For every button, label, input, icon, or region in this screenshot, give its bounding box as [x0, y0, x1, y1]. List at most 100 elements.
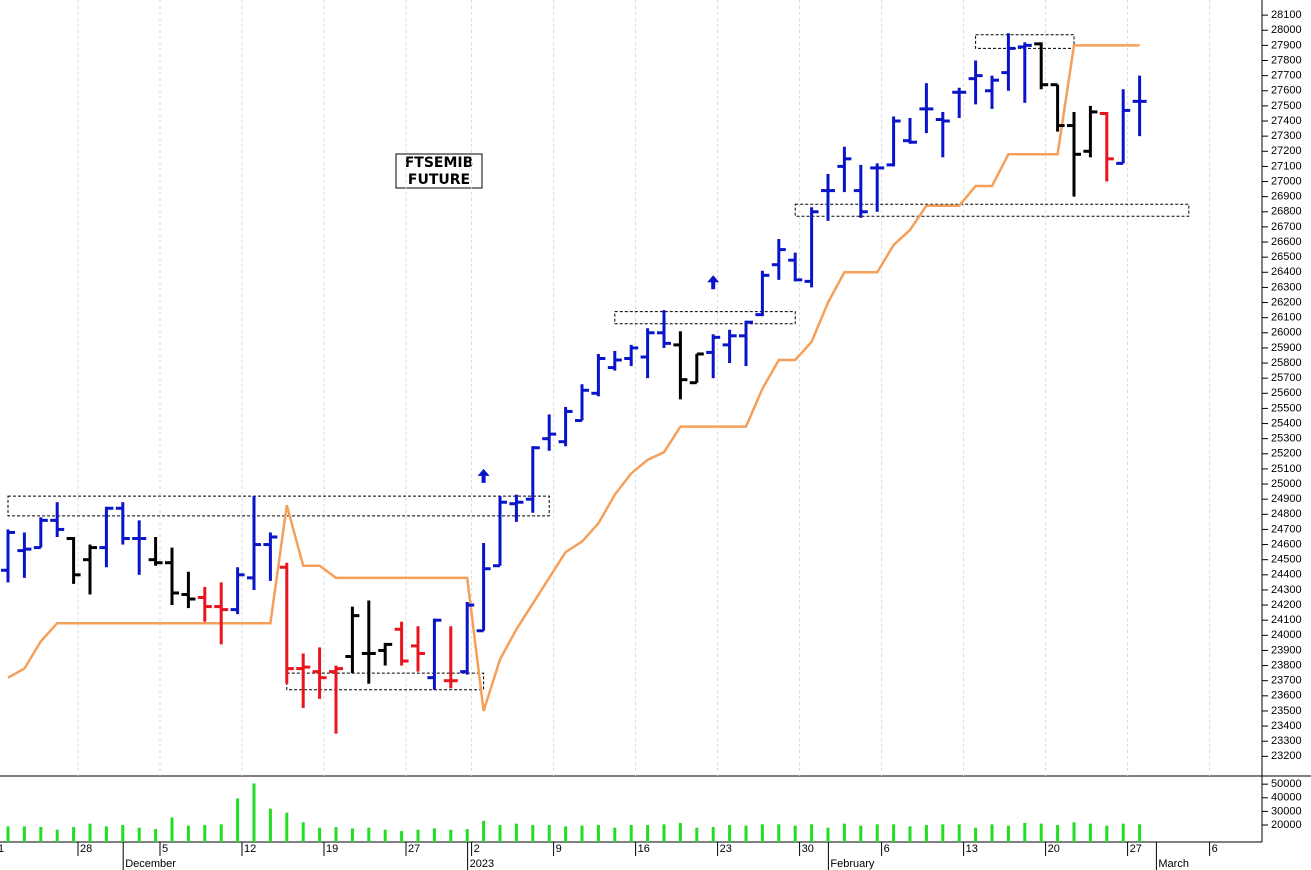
volume-bar	[1121, 823, 1125, 842]
y-tick-label: 23500	[1271, 705, 1302, 717]
zone	[614, 311, 796, 325]
volume-bar	[416, 829, 420, 842]
month-label: 2023	[470, 858, 494, 870]
x-tick-label: 30	[802, 843, 814, 855]
volume-bar	[728, 824, 732, 842]
y-tick-label: 27500	[1271, 100, 1302, 112]
y-tick-label: 24600	[1271, 538, 1302, 550]
y-tick-label: 24300	[1271, 584, 1302, 596]
y-tick-label: 25500	[1271, 402, 1302, 414]
y-tick-label: 23600	[1271, 690, 1302, 702]
volume-bar	[760, 824, 764, 842]
y-tick-label: 27300	[1271, 130, 1302, 142]
y-tick-label: 25000	[1271, 478, 1302, 490]
y-tick-label: 27400	[1271, 115, 1302, 127]
volume-bar	[39, 827, 43, 842]
y-tick-label: 23700	[1271, 675, 1302, 687]
y-tick-label: 27600	[1271, 85, 1302, 97]
x-tick-label: 1	[0, 843, 4, 855]
y-tick-label: 28100	[1271, 9, 1302, 21]
volume-bar	[646, 824, 650, 842]
volume-bar	[859, 825, 863, 842]
x-tick-label: 13	[966, 843, 978, 855]
volume-bar	[252, 783, 256, 842]
x-tick-label: 28	[80, 843, 92, 855]
volume-bar	[662, 824, 666, 842]
y-tick-label: 25600	[1271, 387, 1302, 399]
signal-arrow	[707, 275, 720, 290]
volume-bar	[482, 820, 486, 842]
volume-bar	[22, 826, 26, 842]
x-tick-label: 27	[408, 843, 420, 855]
y-tick-label: 25700	[1271, 372, 1302, 384]
volume-tick-label: 30000	[1271, 805, 1302, 817]
y-tick-label: 25300	[1271, 433, 1302, 445]
volume-bar	[564, 826, 568, 842]
y-tick-label: 24400	[1271, 569, 1302, 581]
y-tick-label: 24800	[1271, 508, 1302, 520]
y-tick-label: 28000	[1271, 24, 1302, 36]
volume-bar	[334, 827, 338, 842]
volume-bar	[990, 824, 994, 842]
volume-bar	[777, 824, 781, 842]
y-tick-label: 27200	[1271, 145, 1302, 157]
volume-bar	[203, 824, 207, 842]
volume-bar	[301, 822, 305, 842]
month-label: March	[1158, 858, 1189, 870]
y-tick-label: 23300	[1271, 735, 1302, 747]
volume-bar	[268, 808, 272, 842]
y-tick-label: 26800	[1271, 206, 1302, 218]
y-tick-label: 26600	[1271, 236, 1302, 248]
y-tick-label: 24700	[1271, 523, 1302, 535]
volume-bar	[629, 824, 633, 842]
zone	[7, 495, 550, 517]
volume-bar	[892, 824, 896, 842]
volume-bar	[104, 826, 108, 842]
y-tick-label: 27100	[1271, 160, 1302, 172]
volume-bar	[974, 827, 978, 842]
volume-bar	[285, 812, 289, 842]
y-tick-label: 26700	[1271, 221, 1302, 233]
y-tick-label: 26200	[1271, 296, 1302, 308]
y-tick-label: 26400	[1271, 266, 1302, 278]
volume-bar	[465, 829, 469, 842]
y-tick-label: 27900	[1271, 39, 1302, 51]
volume-bar	[711, 827, 715, 842]
y-tick-label: 24000	[1271, 629, 1302, 641]
volume-bar	[908, 826, 912, 842]
chart-title: FTSEMIB	[405, 155, 474, 171]
volume-bar	[121, 824, 125, 842]
volume-tick-label: 20000	[1271, 819, 1302, 831]
volume-bar	[170, 817, 174, 842]
volume-bar	[1072, 822, 1076, 842]
signal-arrow	[477, 468, 490, 483]
y-tick-label: 24200	[1271, 599, 1302, 611]
volume-bar	[236, 798, 240, 842]
volume-bar	[613, 827, 617, 842]
y-tick-label: 24100	[1271, 614, 1302, 626]
x-tick-label: 16	[638, 843, 650, 855]
y-tick-label: 27000	[1271, 175, 1302, 187]
volume-bar	[810, 824, 814, 842]
volume-bar	[941, 824, 945, 842]
volume-bar	[514, 823, 518, 842]
stop-line	[7, 44, 1140, 712]
month-label: February	[830, 858, 875, 870]
zone	[794, 203, 1190, 217]
y-tick-label: 27700	[1271, 70, 1302, 82]
volume-bar	[383, 829, 387, 842]
volume-bar	[400, 831, 404, 842]
y-tick-label: 27800	[1271, 54, 1302, 66]
volume-bar	[432, 828, 436, 842]
volume-bar	[449, 829, 453, 842]
x-tick-label: 27	[1130, 843, 1142, 855]
y-tick-label: 23200	[1271, 750, 1302, 762]
y-tick-label: 24900	[1271, 493, 1302, 505]
y-tick-label: 25100	[1271, 463, 1302, 475]
x-tick-label: 6	[1212, 843, 1218, 855]
volume-bar	[367, 827, 371, 842]
volume-bar	[88, 823, 92, 842]
month-label: December	[125, 858, 176, 870]
